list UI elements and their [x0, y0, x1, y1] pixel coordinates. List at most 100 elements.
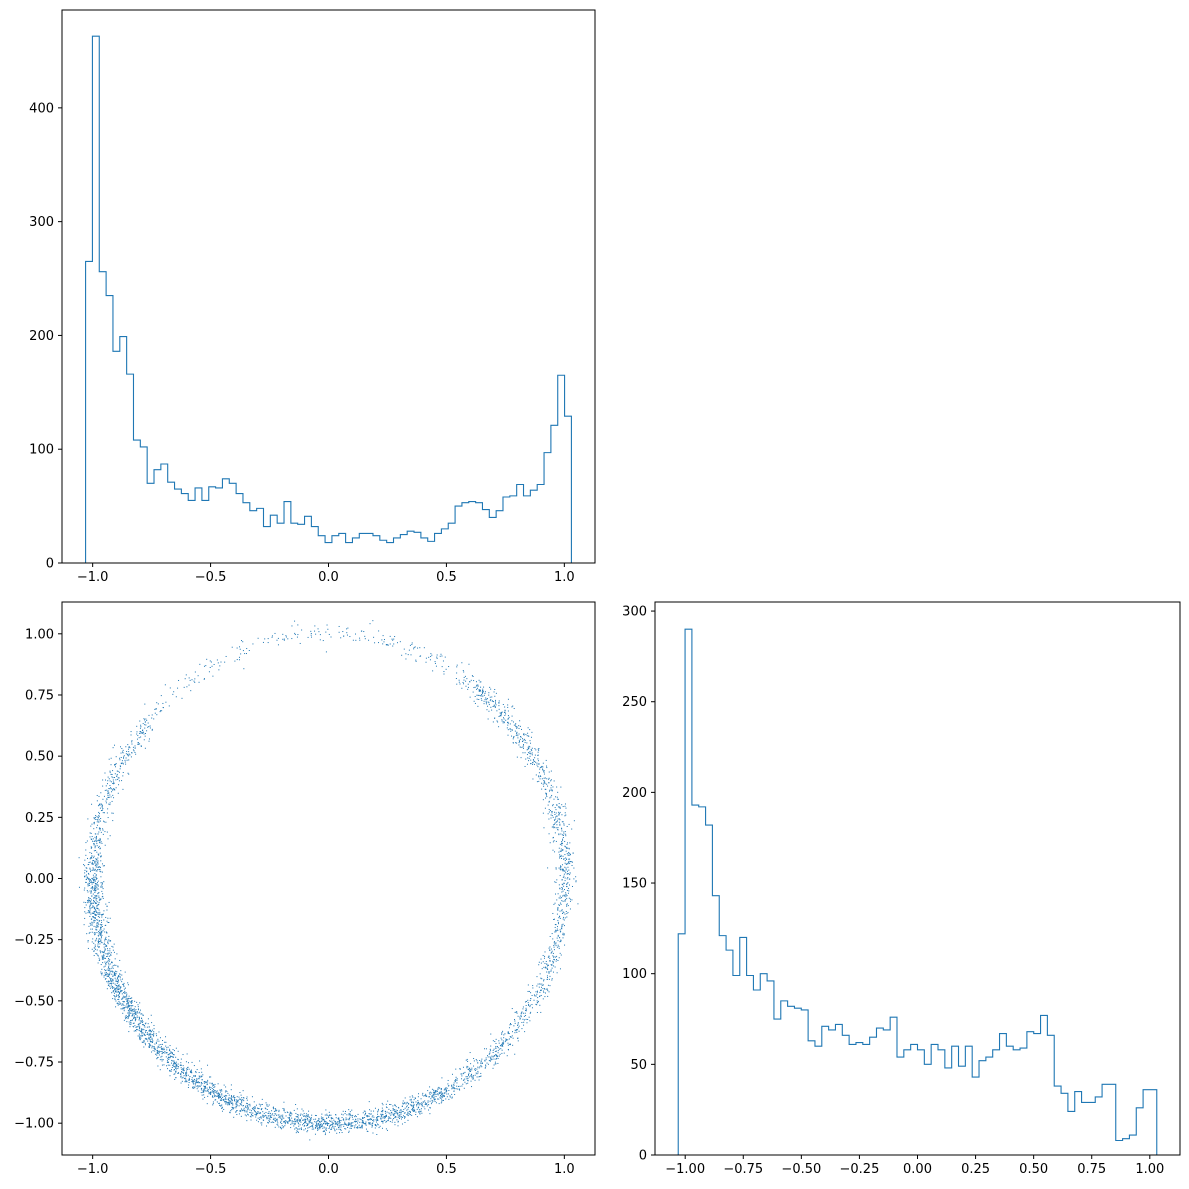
scatter-point — [293, 1125, 295, 1127]
scatter-point — [135, 1011, 137, 1013]
scatter-point — [97, 857, 99, 859]
scatter-point — [490, 699, 492, 701]
scatter-point — [135, 1030, 137, 1032]
scatter-point — [161, 1064, 163, 1066]
scatter-point — [175, 1066, 177, 1068]
scatter-point — [288, 1117, 290, 1119]
scatter-point — [554, 881, 556, 883]
scatter-point — [429, 1100, 431, 1102]
scatter-point — [240, 1103, 242, 1105]
scatter-point — [96, 870, 98, 872]
scatter-point — [109, 917, 111, 919]
scatter-point — [325, 651, 327, 653]
scatter-point — [228, 1101, 230, 1103]
scatter-point — [483, 700, 485, 702]
scatter-point — [515, 723, 517, 725]
scatter-point — [99, 852, 101, 854]
scatter-point — [106, 909, 108, 911]
scatter-point — [144, 1034, 146, 1036]
scatter-point — [209, 1091, 211, 1093]
scatter-point — [154, 1048, 156, 1050]
scatter-point — [197, 1082, 199, 1084]
scatter-point — [313, 1128, 315, 1130]
scatter-point — [175, 1071, 177, 1073]
scatter-point — [227, 1104, 229, 1106]
scatter-point — [203, 678, 205, 680]
scatter-point — [549, 935, 551, 937]
scatter-point — [548, 811, 550, 813]
scatter-point — [108, 922, 110, 924]
scatter-point — [107, 980, 109, 982]
scatter-point — [190, 690, 192, 692]
scatter-point — [552, 804, 554, 806]
scatter-point — [487, 1055, 489, 1057]
scatter-point — [297, 1119, 299, 1121]
scatter-point — [193, 1086, 195, 1088]
scatter-point — [393, 1114, 395, 1116]
scatter-point — [285, 1115, 287, 1117]
scatter-point — [307, 1116, 309, 1118]
scatter-point — [130, 1007, 132, 1009]
scatter-point — [417, 647, 419, 649]
scatter-point — [487, 1056, 489, 1058]
scatter-point — [546, 783, 548, 785]
scatter-point — [112, 949, 114, 951]
scatter-point — [494, 706, 496, 708]
scatter-point — [566, 873, 568, 875]
scatter-point — [446, 1087, 448, 1089]
scatter-point — [543, 785, 545, 787]
scatter-point — [142, 1035, 144, 1037]
scatter-point — [160, 1044, 162, 1046]
scatter-point — [558, 867, 560, 869]
scatter-point — [259, 1105, 261, 1107]
scatter-point — [488, 704, 490, 706]
scatter-point — [461, 1075, 463, 1077]
scatter-point — [92, 905, 94, 907]
scatter-point — [205, 1082, 207, 1084]
scatter-point — [523, 1015, 525, 1017]
scatter-point — [98, 839, 100, 841]
scatter-point — [494, 1041, 496, 1043]
scatter-point — [184, 1077, 186, 1079]
scatter-point — [97, 962, 99, 964]
scatter-point — [481, 699, 483, 701]
scatter-point — [172, 1063, 174, 1065]
scatter-point — [413, 648, 415, 650]
scatter-point — [95, 839, 97, 841]
scatter-point — [404, 1107, 406, 1109]
scatter-point — [559, 931, 561, 933]
scatter-point — [304, 1120, 306, 1122]
scatter-point — [94, 878, 96, 880]
scatter-point — [269, 1114, 271, 1116]
scatter-point — [477, 685, 479, 687]
scatter-point — [125, 746, 127, 748]
scatter-point — [568, 851, 570, 853]
scatter-point — [186, 1053, 188, 1055]
y-tick-label: 200 — [622, 786, 647, 801]
scatter-point — [320, 1116, 322, 1118]
scatter-point — [177, 1058, 179, 1060]
scatter-point — [86, 933, 88, 935]
scatter-point — [221, 1104, 223, 1106]
scatter-point — [102, 930, 104, 932]
scatter-point — [555, 867, 557, 869]
scatter-point — [508, 1033, 510, 1035]
scatter-point — [405, 653, 407, 655]
scatter-point — [343, 1125, 345, 1127]
scatter-point — [288, 1120, 290, 1122]
scatter-point — [93, 897, 95, 899]
scatter-point — [138, 1019, 140, 1021]
scatter-point — [312, 1125, 314, 1127]
scatter-point — [317, 1119, 319, 1121]
scatter-point — [235, 1102, 237, 1104]
scatter-point — [387, 644, 389, 646]
scatter-point — [515, 1030, 517, 1032]
scatter-point — [132, 1008, 134, 1010]
scatter-point — [562, 821, 564, 823]
scatter-point — [451, 1084, 453, 1086]
scatter-point — [410, 1100, 412, 1102]
scatter-point — [122, 995, 124, 997]
scatter-point — [297, 1131, 299, 1133]
scatter-point — [519, 1018, 521, 1020]
scatter-point — [483, 691, 485, 693]
